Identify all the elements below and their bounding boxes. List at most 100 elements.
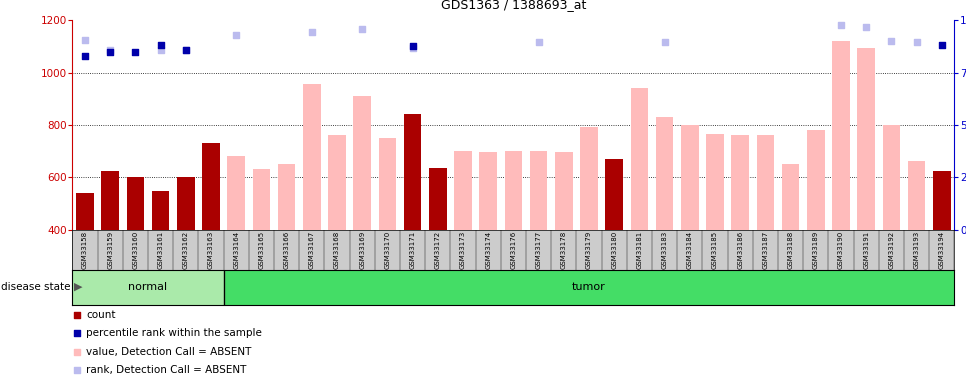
Text: GSM33166: GSM33166 (284, 231, 290, 269)
Text: GSM33186: GSM33186 (737, 231, 743, 269)
Bar (479, 152, 497, 230)
Bar (581, 128, 598, 230)
Text: GSM33190: GSM33190 (838, 231, 844, 269)
Text: value, Detection Call = ABSENT: value, Detection Call = ABSENT (86, 347, 251, 357)
Bar (354, 96, 371, 230)
Text: GSM33158: GSM33158 (82, 231, 88, 269)
Text: GSM33179: GSM33179 (586, 231, 592, 269)
Text: GSM33169: GSM33169 (359, 231, 365, 269)
Bar (908, 162, 925, 230)
Text: disease state: disease state (1, 282, 71, 292)
Text: GSM33180: GSM33180 (611, 231, 617, 269)
Point (102, 47, 118, 53)
Point (884, 38, 899, 44)
Bar (101, 171, 119, 230)
Text: GSM33170: GSM33170 (384, 231, 390, 269)
Point (405, 44, 420, 50)
Text: GSM33183: GSM33183 (662, 231, 668, 269)
Text: rank, Detection Call = ABSENT: rank, Detection Call = ABSENT (86, 365, 246, 375)
Text: GSM33164: GSM33164 (233, 231, 240, 269)
Text: GSM33174: GSM33174 (485, 231, 492, 269)
Text: GSM33189: GSM33189 (812, 231, 819, 269)
Text: GDS1363 / 1388693_at: GDS1363 / 1388693_at (440, 0, 586, 11)
Point (304, 29, 320, 35)
Bar (529, 151, 548, 230)
Text: GSM33194: GSM33194 (939, 231, 945, 269)
Text: GSM33191: GSM33191 (864, 231, 869, 269)
Bar (807, 130, 825, 230)
Point (405, 45, 420, 51)
Point (229, 32, 244, 38)
Text: GSM33161: GSM33161 (157, 231, 163, 269)
Bar (756, 135, 774, 230)
Point (77, 37, 93, 43)
Text: GSM33167: GSM33167 (309, 231, 315, 269)
Point (352, 292, 367, 298)
Bar (72, 270, 224, 304)
Bar (404, 114, 421, 230)
Point (178, 47, 193, 53)
Text: GSM33177: GSM33177 (535, 231, 542, 269)
Text: GSM33165: GSM33165 (259, 231, 265, 269)
Text: GSM33172: GSM33172 (435, 231, 440, 269)
Bar (202, 143, 220, 230)
Point (352, 125, 367, 131)
Bar (656, 117, 673, 230)
Text: GSM33185: GSM33185 (712, 231, 718, 269)
Text: tumor: tumor (572, 282, 606, 292)
Text: GSM33178: GSM33178 (561, 231, 567, 269)
Text: ▶: ▶ (74, 282, 83, 292)
Text: GSM33159: GSM33159 (107, 231, 113, 269)
Text: GSM33163: GSM33163 (208, 231, 214, 269)
Bar (606, 159, 623, 230)
Text: GSM33171: GSM33171 (410, 231, 415, 269)
Bar (152, 191, 169, 230)
Point (934, 42, 950, 48)
Bar (253, 170, 270, 230)
Bar (504, 151, 523, 230)
Text: GSM33162: GSM33162 (183, 231, 188, 269)
Text: GSM33192: GSM33192 (889, 231, 895, 269)
Bar (781, 164, 800, 230)
Point (102, 49, 118, 55)
Text: count: count (86, 310, 116, 320)
Text: normal: normal (128, 282, 168, 292)
Point (178, 47, 193, 53)
Bar (933, 171, 951, 230)
Bar (832, 41, 850, 230)
Bar (731, 135, 749, 230)
Point (355, 26, 370, 32)
Text: GSM33176: GSM33176 (510, 231, 517, 269)
Text: GSM33181: GSM33181 (637, 231, 642, 269)
Point (153, 47, 168, 53)
Text: GSM33193: GSM33193 (914, 231, 920, 269)
Bar (328, 135, 346, 230)
Point (531, 39, 547, 45)
Bar (631, 88, 648, 230)
Text: GSM33187: GSM33187 (762, 231, 768, 269)
Text: percentile rank within the sample: percentile rank within the sample (86, 328, 262, 338)
Bar (227, 156, 245, 230)
Bar (555, 152, 573, 230)
Point (859, 24, 874, 30)
Point (657, 39, 672, 45)
Bar (706, 134, 724, 230)
Point (834, 22, 849, 28)
Bar (883, 125, 900, 230)
Bar (303, 84, 321, 230)
Point (77, 53, 93, 58)
Bar (278, 164, 296, 230)
Bar (177, 177, 195, 230)
Text: GSM33188: GSM33188 (787, 231, 794, 269)
Point (909, 39, 924, 45)
Bar (454, 151, 471, 230)
Text: GSM33184: GSM33184 (687, 231, 693, 269)
Bar (429, 168, 446, 230)
Bar (681, 125, 698, 230)
Point (128, 49, 143, 55)
Bar (379, 138, 396, 230)
Text: GSM33160: GSM33160 (132, 231, 138, 269)
Bar (858, 48, 875, 230)
Text: GSM33168: GSM33168 (334, 231, 340, 269)
Bar (76, 193, 94, 230)
